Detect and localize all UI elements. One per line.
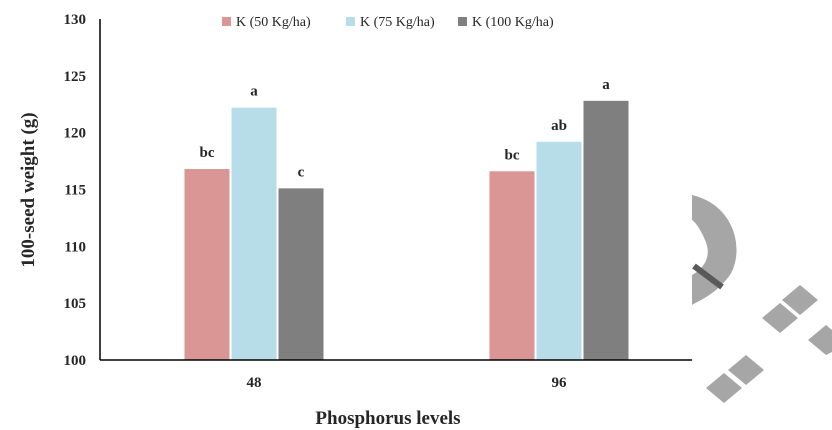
bar [231, 107, 277, 360]
legend-swatch [222, 17, 231, 26]
decor-diamond-2 [762, 303, 798, 333]
y-tick-label: 100 [64, 353, 87, 369]
legend-label: K (50 Kg/ha) [236, 15, 311, 30]
bar-data-label: a [602, 77, 610, 93]
decor-crescent-shape [692, 195, 737, 305]
decor-diamond-1 [782, 285, 818, 315]
decor-diamond-4 [728, 355, 764, 385]
x-axis-title: Phosphorus levels [315, 408, 460, 429]
decor-diamond-3 [808, 325, 832, 355]
legend-swatch [458, 17, 467, 26]
legend-label: K (100 Kg/ha) [472, 15, 554, 30]
bar-labels: bc a c bc ab a [200, 77, 611, 181]
x-tick-label: 48 [247, 375, 262, 391]
x-axis-ticks: 48 96 [247, 375, 568, 391]
y-tick-label: 125 [64, 69, 87, 85]
bars [184, 100, 629, 360]
bar [489, 171, 535, 360]
legend: K (50 Kg/ha) K (75 Kg/ha) K (100 Kg/ha) [222, 15, 554, 30]
legend-label: K (75 Kg/ha) [360, 15, 435, 30]
legend-swatch [346, 17, 355, 26]
bar-data-label: ab [551, 118, 567, 134]
decorative-watermark [692, 195, 832, 403]
y-axis-title: 100-seed weight (g) [18, 112, 39, 267]
y-tick-label: 115 [64, 183, 86, 199]
decor-dark-stripe [692, 263, 724, 290]
bar [536, 141, 582, 360]
bar [278, 188, 324, 360]
x-tick-label: 96 [552, 375, 568, 391]
y-tick-label: 110 [64, 239, 86, 255]
y-axis-ticks: 100 105 110 115 120 125 130 [64, 12, 87, 369]
bar-data-label: bc [200, 145, 215, 161]
bar-data-label: c [298, 164, 305, 180]
bar-data-label: bc [505, 147, 520, 163]
y-tick-label: 120 [64, 126, 87, 142]
y-tick-label: 105 [64, 296, 87, 312]
bar [583, 100, 629, 360]
y-tick-label: 130 [64, 12, 87, 28]
decor-diamond-5 [706, 373, 742, 403]
bar [184, 169, 230, 360]
bar-data-label: a [250, 84, 258, 100]
